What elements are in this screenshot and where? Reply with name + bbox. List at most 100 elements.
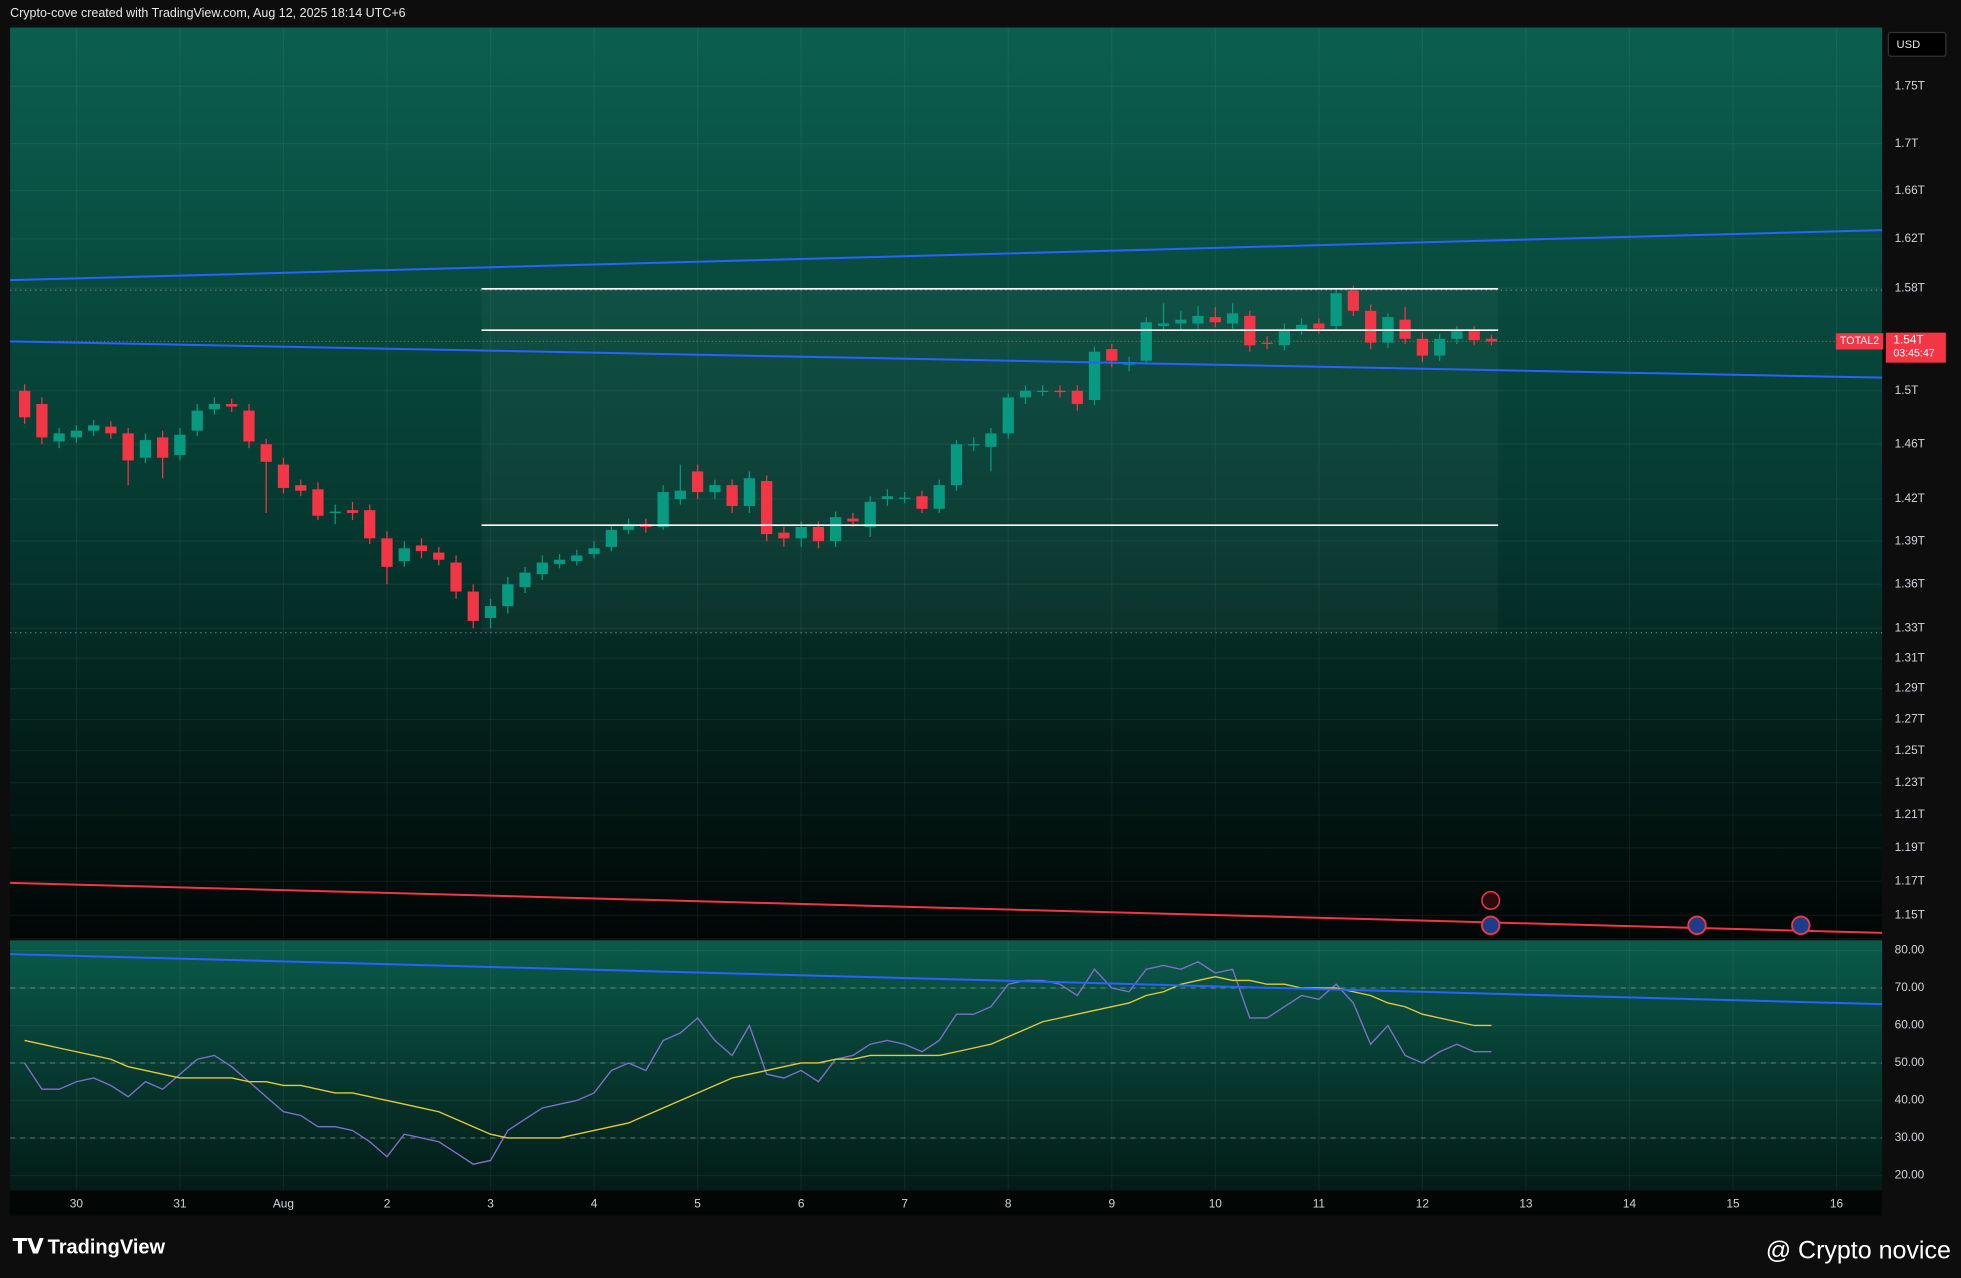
event-icon[interactable] xyxy=(1687,915,1707,936)
profile-area xyxy=(482,288,1499,633)
candle-body xyxy=(1209,317,1221,323)
event-icon[interactable] xyxy=(1791,915,1811,936)
x-tick-label: 7 xyxy=(901,1196,908,1210)
candle-body xyxy=(985,433,997,447)
y-tick-label: 1.5T xyxy=(1895,383,1919,397)
x-tick-label: 16 xyxy=(1830,1196,1844,1210)
y-tick-label: 1.19T xyxy=(1895,840,1925,854)
y-tick-label: 1.33T xyxy=(1895,620,1925,634)
candle-body xyxy=(1157,323,1170,327)
x-tick-label: 5 xyxy=(694,1196,701,1210)
candle-body xyxy=(1192,315,1204,324)
trend-line xyxy=(10,229,1883,282)
y-tick-label: 1.75T xyxy=(1895,79,1925,93)
candle-body xyxy=(743,478,756,506)
candle-body xyxy=(1106,349,1118,361)
candle-body xyxy=(139,440,152,458)
candle-body xyxy=(795,527,807,539)
candle-body xyxy=(53,433,65,442)
y-tick-label: 1.62T xyxy=(1895,231,1925,245)
y-tick-label: 1.31T xyxy=(1895,650,1925,664)
y-tick-label: 40.00 xyxy=(1895,1093,1925,1107)
candle-body xyxy=(484,606,497,618)
y-tick-label: 1.15T xyxy=(1895,908,1925,922)
candle-body xyxy=(208,403,221,410)
y-tick-label: 1.42T xyxy=(1895,491,1925,505)
candle-body xyxy=(1416,338,1429,356)
candle-body xyxy=(950,444,963,486)
y-tick-label: 1.23T xyxy=(1895,775,1925,789)
candle-body xyxy=(312,489,324,516)
candle-body xyxy=(1037,390,1049,393)
candle-body xyxy=(933,485,945,509)
candle-body xyxy=(1330,293,1342,327)
x-tick-label: 9 xyxy=(1108,1196,1115,1210)
candle-body xyxy=(260,444,272,462)
candle-body xyxy=(243,410,255,442)
header-text: Crypto-cove created with TradingView.com… xyxy=(10,6,406,20)
brand: 𝗧𝗩 TradingView xyxy=(13,1235,166,1259)
y-tick-label: 1.66T xyxy=(1895,183,1925,197)
y-tick-label: 1.46T xyxy=(1895,436,1925,450)
candle-body xyxy=(1261,342,1273,344)
rsi-line xyxy=(24,976,1492,1139)
candle-body xyxy=(329,511,341,513)
candle-body xyxy=(1295,324,1308,330)
last-price-box xyxy=(1885,332,1946,363)
brand-name: TradingView xyxy=(48,1236,166,1258)
x-tick-label: 14 xyxy=(1623,1196,1637,1210)
candle-body xyxy=(761,481,773,535)
candle-body xyxy=(105,426,117,434)
y-tick-label: 80.00 xyxy=(1895,943,1925,957)
x-tick-label: 13 xyxy=(1519,1196,1533,1210)
candle-body xyxy=(1468,331,1480,341)
candle-body xyxy=(553,559,566,565)
y-tick-label: 1.39T xyxy=(1895,533,1925,547)
x-tick-label: 30 xyxy=(70,1196,84,1210)
candle-body xyxy=(881,496,894,500)
candle-body xyxy=(830,517,842,542)
candle-body xyxy=(122,433,134,461)
y-tick-label: 1.7T xyxy=(1895,136,1919,150)
x-tick-label: 10 xyxy=(1209,1196,1223,1210)
candle-body xyxy=(1364,310,1377,343)
x-tick-label: 31 xyxy=(173,1196,187,1210)
candle-body xyxy=(657,492,669,528)
candle-body xyxy=(1071,390,1083,404)
candle-body xyxy=(1226,313,1239,324)
time-axis xyxy=(10,1190,1883,1216)
candle-body xyxy=(1313,323,1325,329)
symbol-box xyxy=(1835,333,1884,350)
x-tick-label: 11 xyxy=(1313,1196,1326,1210)
x-tick-label: 3 xyxy=(487,1196,494,1210)
candle-body xyxy=(1399,319,1411,339)
brand-logo: 𝗧𝗩 xyxy=(13,1235,44,1259)
candle-body xyxy=(467,591,479,621)
last-price: 1.54T xyxy=(1893,332,1923,346)
currency-box[interactable] xyxy=(1887,31,1947,57)
rsi-line xyxy=(24,960,1492,1165)
candle-body xyxy=(778,532,790,539)
candle-body xyxy=(899,497,911,499)
y-tick-label: 1.21T xyxy=(1895,807,1925,821)
currency[interactable]: USD xyxy=(1896,39,1920,51)
candle-body xyxy=(1088,351,1101,401)
y-tick-label: 1.36T xyxy=(1895,576,1925,590)
candle-body xyxy=(726,485,738,506)
candle-body xyxy=(1019,390,1032,398)
candle-body xyxy=(450,562,462,592)
candle-body xyxy=(36,403,48,438)
y-tick-label: 60.00 xyxy=(1895,1018,1925,1032)
x-tick-label: 8 xyxy=(1005,1196,1012,1210)
event-icon[interactable] xyxy=(1481,915,1501,936)
event-icon[interactable] xyxy=(1481,890,1501,910)
candle-body xyxy=(968,444,980,446)
candle-body xyxy=(70,430,83,438)
candle-body xyxy=(916,496,928,509)
candle-body xyxy=(622,524,635,530)
rsi-trend-line xyxy=(10,953,1883,1006)
y-tick-label: 1.27T xyxy=(1895,712,1925,726)
y-tick-label: 1.58T xyxy=(1895,280,1925,294)
x-tick-label: 6 xyxy=(798,1196,805,1210)
